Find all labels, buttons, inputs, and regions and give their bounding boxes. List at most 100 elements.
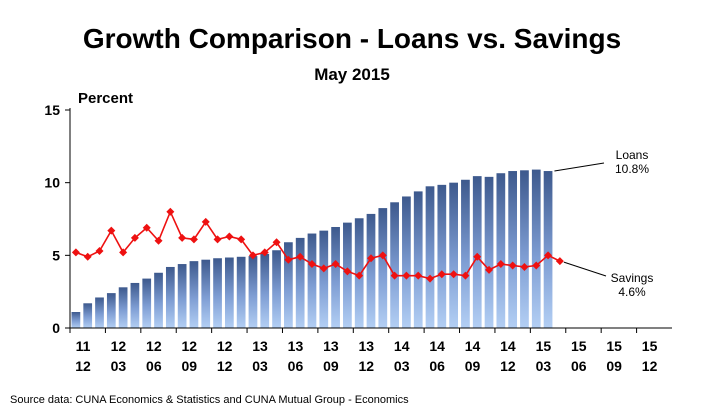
- loans-bar: [319, 230, 329, 328]
- loans-bar: [236, 256, 246, 328]
- savings-point: [284, 255, 293, 264]
- x-tick-label-year: 12: [111, 338, 127, 354]
- loans-callout-text: 10.8%: [615, 162, 649, 176]
- x-tick-label-year: 15: [571, 338, 587, 354]
- x-tick-label-year: 13: [252, 338, 268, 354]
- savings-point: [414, 271, 423, 280]
- savings-point: [544, 251, 553, 260]
- loans-bar: [343, 222, 352, 328]
- y-tick-label: 5: [52, 247, 60, 263]
- savings-point: [213, 235, 222, 244]
- savings-point: [331, 260, 340, 269]
- loans-bar: [118, 287, 128, 328]
- savings-point: [107, 226, 116, 235]
- x-tick-label-month: 12: [500, 358, 516, 374]
- savings-point: [461, 271, 470, 280]
- loans-bar: [461, 179, 470, 328]
- x-tick-label-year: 14: [429, 338, 445, 354]
- x-tick-label-year: 14: [394, 338, 410, 354]
- savings-point: [319, 264, 328, 273]
- savings-point: [248, 251, 257, 260]
- loans-bar: [95, 297, 104, 328]
- loans-bar: [213, 258, 222, 328]
- x-tick-label-month: 06: [571, 358, 587, 374]
- loans-bar: [272, 250, 281, 328]
- loans-bar: [307, 233, 317, 328]
- x-tick-label-year: 13: [288, 338, 304, 354]
- savings-point: [237, 235, 246, 244]
- savings-point: [532, 261, 541, 270]
- savings-point: [83, 252, 92, 261]
- loans-bar: [224, 257, 234, 328]
- chart-title: Growth Comparison - Loans vs. Savings: [83, 23, 621, 54]
- x-tick-label-month: 03: [252, 358, 268, 374]
- loans-bar: [165, 266, 175, 328]
- loans-bar: [425, 186, 435, 328]
- loans-bar: [508, 171, 518, 328]
- savings-point: [508, 261, 517, 270]
- x-tick-label-month: 09: [606, 358, 622, 374]
- savings-point: [142, 223, 151, 232]
- loans-bar: [248, 256, 258, 328]
- x-tick-label-month: 06: [146, 358, 162, 374]
- loans-bar: [106, 293, 116, 328]
- savings-point: [378, 251, 387, 260]
- savings-point: [555, 257, 564, 266]
- savings-point: [189, 235, 198, 244]
- savings-point: [154, 236, 163, 245]
- y-tick-label: 10: [44, 175, 60, 191]
- x-tick-label-month: 03: [394, 358, 410, 374]
- x-tick-label-month: 09: [465, 358, 481, 374]
- savings-point: [260, 248, 269, 257]
- loans-bar: [83, 303, 93, 328]
- savings-point: [520, 262, 529, 271]
- loans-bar: [413, 191, 423, 328]
- savings-point: [426, 274, 435, 283]
- loans-bar: [284, 242, 293, 328]
- x-tick-label-month: 03: [111, 358, 127, 374]
- x-tick-label-month: 06: [429, 358, 445, 374]
- loans-bar: [496, 173, 506, 328]
- savings-point: [402, 271, 411, 280]
- x-tick-label-month: 06: [288, 358, 304, 374]
- loans-bar: [366, 213, 376, 328]
- loans-bar: [390, 202, 399, 328]
- loans-bar: [295, 237, 305, 328]
- x-tick-label-year: 15: [536, 338, 552, 354]
- x-tick-label-month: 09: [323, 358, 339, 374]
- x-tick-label-month: 12: [642, 358, 658, 374]
- loans-bar: [154, 272, 163, 328]
- x-tick-label-year: 15: [606, 338, 622, 354]
- savings-line: [71, 207, 564, 283]
- savings-point: [178, 233, 187, 242]
- loans-bar: [531, 169, 541, 328]
- x-tick-label-year: 12: [181, 338, 197, 354]
- source-note: Source data: CUNA Economics & Statistics…: [10, 394, 409, 406]
- y-tick-label: 0: [52, 320, 60, 336]
- x-tick-label-month: 03: [536, 358, 552, 374]
- loans-bar: [142, 278, 152, 328]
- x-tick-label-year: 13: [323, 338, 339, 354]
- loans-bar: [331, 226, 340, 328]
- savings-point: [166, 207, 175, 216]
- y-axis-label: Percent: [78, 90, 133, 107]
- loans-bar: [177, 264, 187, 328]
- axes: [65, 108, 672, 333]
- savings-point: [390, 271, 399, 280]
- chart-subtitle: May 2015: [314, 65, 390, 84]
- savings-point: [449, 270, 458, 279]
- loans-bar: [543, 171, 553, 328]
- tick-labels: 0 5 10 15 11 12 12 03 12 06 12 09 12 12 13 03 13 06 13 09 13…: [44, 102, 657, 374]
- loans-bar: [472, 176, 482, 328]
- savings-point: [201, 217, 210, 226]
- loans-bar: [260, 253, 270, 328]
- savings-point: [225, 232, 234, 241]
- loans-bar: [201, 259, 211, 328]
- x-tick-label-month: 12: [217, 358, 233, 374]
- x-tick-label-year: 14: [465, 338, 481, 354]
- savings-point: [272, 238, 281, 247]
- savings-point: [119, 248, 128, 257]
- loans-bar: [449, 182, 458, 328]
- loans-bar: [520, 170, 529, 328]
